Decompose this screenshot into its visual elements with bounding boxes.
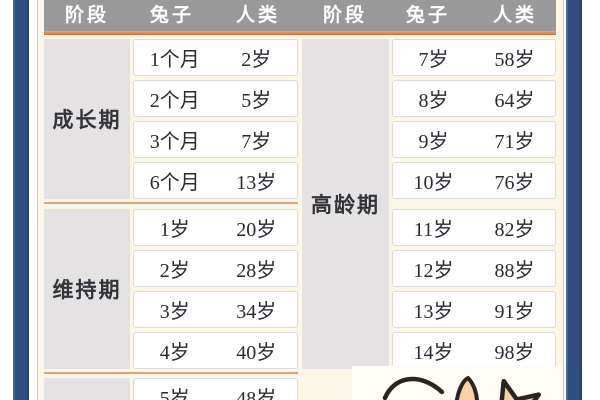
human-age: 82岁 — [494, 219, 535, 241]
human-age: 76岁 — [494, 172, 535, 194]
rabbit-age: 9岁 — [418, 131, 449, 153]
rabbit-age: 3个月 — [149, 131, 200, 153]
rabbit-ear-icon — [454, 376, 479, 400]
table-row: 11岁 82岁 — [392, 209, 556, 246]
rabbit-age: 8岁 — [418, 90, 449, 112]
rabbit-age: 4岁 — [159, 342, 190, 364]
human-age: 28岁 — [236, 260, 277, 282]
rabbit-age: 2个月 — [149, 90, 200, 112]
stage-cell-maintenance: 维持期 — [44, 209, 130, 369]
rabbit-age: 7岁 — [418, 49, 449, 71]
table-row: 2岁 28岁 — [133, 250, 298, 287]
human-age: 13岁 — [236, 172, 277, 194]
rabbit-age: 11岁 — [413, 219, 454, 241]
rabbit-age: 6个月 — [149, 172, 200, 194]
table-row: 7岁 58岁 — [392, 39, 556, 76]
rabbit-head-outline-icon — [382, 376, 445, 400]
table-row: 8岁 64岁 — [392, 80, 556, 117]
stage-cell-senior: 高龄期 — [302, 39, 389, 369]
human-age: 91岁 — [494, 301, 535, 323]
left-header-stage: 阶段 — [64, 5, 110, 26]
human-age: 40岁 — [236, 342, 277, 364]
human-age: 20岁 — [236, 219, 277, 241]
rabbit-age: 10岁 — [413, 172, 454, 194]
table-row: 2个月 5岁 — [133, 80, 298, 117]
rabbit-age: 1岁 — [159, 219, 190, 241]
table-header-band — [44, 0, 556, 31]
rabbit-age: 3岁 — [159, 301, 190, 323]
frame-left-border — [13, 0, 29, 400]
rabbit-age: 14岁 — [413, 342, 454, 364]
stage-cell-growth: 成长期 — [44, 39, 130, 199]
table-row: 4岁 40岁 — [133, 332, 298, 369]
table-row: 12岁 88岁 — [392, 250, 556, 287]
rabbit-age: 2岁 — [159, 260, 190, 282]
human-age: 34岁 — [236, 301, 277, 323]
human-age: 71岁 — [494, 131, 535, 153]
table-row: 10岁 76岁 — [392, 162, 556, 199]
header-accent-line — [44, 31, 556, 35]
human-age: 48岁 — [236, 388, 277, 400]
human-age: 64岁 — [494, 90, 535, 112]
table-row: 13岁 91岁 — [392, 291, 556, 328]
human-age: 58岁 — [494, 49, 535, 71]
rabbit-age: 5岁 — [159, 388, 190, 400]
table-row: 14岁 98岁 — [392, 332, 556, 369]
left-header-human: 人类 — [235, 5, 281, 26]
rabbit-age: 12岁 — [413, 260, 454, 282]
left-header-rabbit: 兔子 — [149, 5, 195, 26]
table-row: 3个月 7岁 — [133, 121, 298, 158]
table-row: 1个月 2岁 — [133, 39, 298, 76]
group-divider — [44, 372, 298, 374]
human-age: 7岁 — [241, 131, 272, 153]
right-header-human: 人类 — [492, 5, 538, 26]
stage-cell-partial — [44, 378, 130, 400]
rabbit-age: 13岁 — [413, 301, 454, 323]
frame-right-border — [566, 0, 582, 400]
table-row: 1岁 20岁 — [133, 209, 298, 246]
human-age: 2岁 — [241, 49, 272, 71]
rabbit-doodle — [382, 376, 542, 400]
star-icon — [499, 378, 542, 400]
human-age: 88岁 — [494, 260, 535, 282]
table-row: 3岁 34岁 — [133, 291, 298, 328]
group-divider — [44, 202, 298, 204]
table-row: 6个月 13岁 — [133, 162, 298, 199]
table-row: 5岁 48岁 — [133, 378, 298, 400]
human-age: 5岁 — [241, 90, 272, 112]
right-header-stage: 阶段 — [322, 5, 368, 26]
rabbit-age: 1个月 — [149, 49, 200, 71]
table-row: 9岁 71岁 — [392, 121, 556, 158]
human-age: 98岁 — [494, 342, 535, 364]
right-header-rabbit: 兔子 — [405, 5, 451, 26]
